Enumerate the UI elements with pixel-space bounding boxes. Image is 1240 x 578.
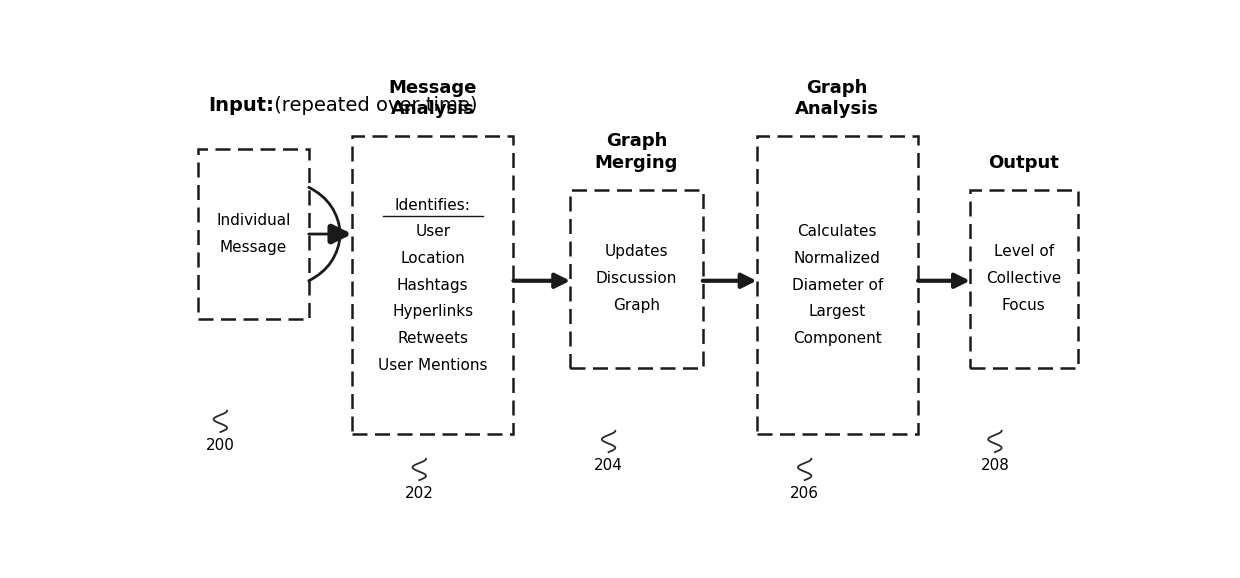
Text: Graph
Analysis: Graph Analysis xyxy=(795,79,879,118)
Text: Level of: Level of xyxy=(993,244,1054,260)
Text: Hyperlinks: Hyperlinks xyxy=(392,305,474,320)
Bar xyxy=(352,136,513,434)
Text: Calculates: Calculates xyxy=(797,224,877,239)
Text: Location: Location xyxy=(401,251,465,266)
Text: Focus: Focus xyxy=(1002,298,1045,313)
Text: User: User xyxy=(415,224,450,239)
Text: 208: 208 xyxy=(981,458,1009,473)
Text: 206: 206 xyxy=(790,486,820,501)
Text: Message: Message xyxy=(219,240,288,255)
Text: Individual: Individual xyxy=(216,213,290,228)
Text: Diameter of: Diameter of xyxy=(791,277,883,292)
Text: Message
Analysis: Message Analysis xyxy=(388,79,477,118)
Bar xyxy=(970,190,1078,368)
Text: Component: Component xyxy=(792,331,882,346)
Bar xyxy=(198,150,309,318)
Bar xyxy=(570,190,703,368)
Text: Output: Output xyxy=(988,154,1059,172)
Text: Largest: Largest xyxy=(808,305,866,320)
Text: Collective: Collective xyxy=(986,271,1061,286)
Text: Discussion: Discussion xyxy=(595,271,677,286)
Text: Graph
Merging: Graph Merging xyxy=(595,132,678,172)
Text: Graph: Graph xyxy=(613,298,660,313)
Text: (repeated over time): (repeated over time) xyxy=(268,96,477,115)
Text: Identifies:: Identifies: xyxy=(394,198,471,213)
Text: 200: 200 xyxy=(206,438,234,453)
Text: Updates: Updates xyxy=(605,244,668,260)
Text: Input:: Input: xyxy=(208,96,274,115)
Text: 202: 202 xyxy=(404,486,434,501)
Bar xyxy=(756,136,918,434)
Text: User Mentions: User Mentions xyxy=(378,358,487,373)
Text: 204: 204 xyxy=(594,458,622,473)
Text: Hashtags: Hashtags xyxy=(397,277,469,292)
Text: Normalized: Normalized xyxy=(794,251,880,266)
Text: Retweets: Retweets xyxy=(397,331,469,346)
